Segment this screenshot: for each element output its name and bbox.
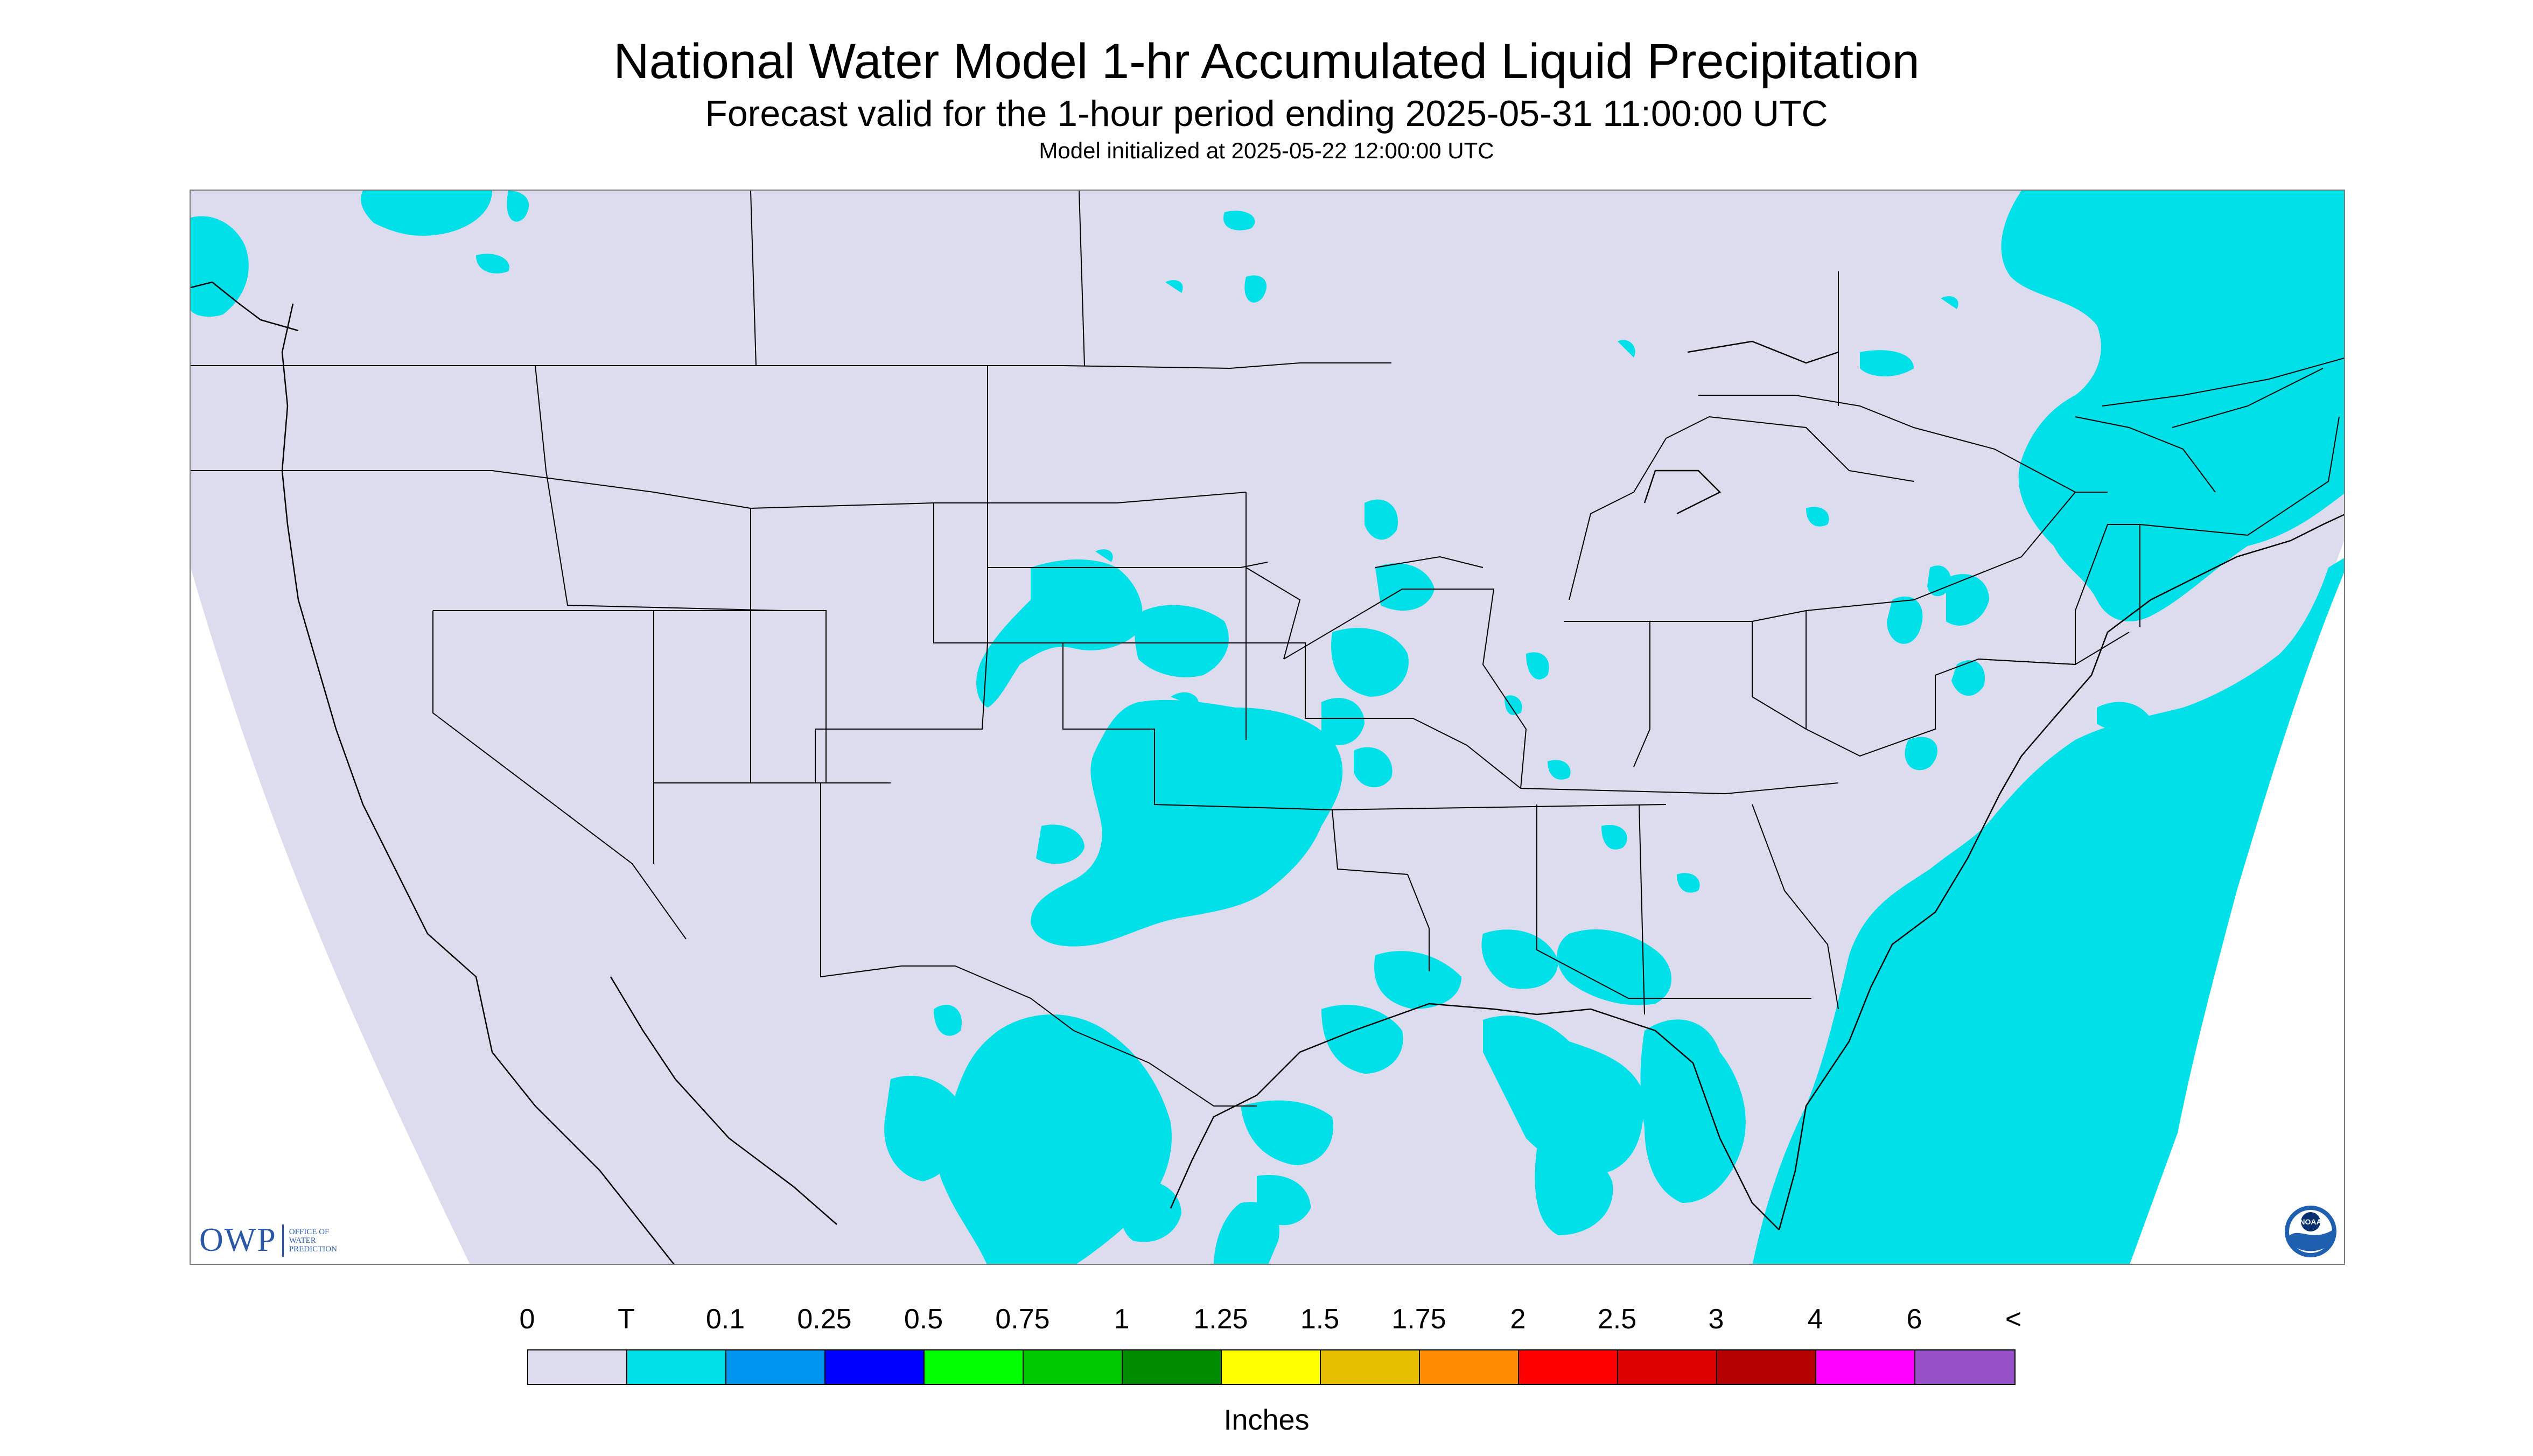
legend-label: 3: [1708, 1304, 1724, 1335]
legend-label: 0.5: [904, 1304, 943, 1335]
state-boundaries: [191, 191, 2344, 1107]
legend-label: 0: [519, 1304, 535, 1335]
legend-label: 0.1: [705, 1304, 745, 1335]
map-subtitle: Forecast valid for the 1-hour period end…: [705, 93, 1828, 134]
trace-precipitation-areas: [191, 191, 2344, 1264]
noaa-logo: NOAA: [2285, 1206, 2336, 1257]
owp-logo: OWP OFFICE OF WATER PREDICTION: [199, 1221, 337, 1259]
map-canvas: [191, 191, 2344, 1264]
legend-swatch: [825, 1350, 925, 1384]
legend-swatch: [1519, 1350, 1618, 1384]
legend-label: 6: [1906, 1304, 1922, 1335]
legend-label: <: [2005, 1304, 2022, 1335]
legend-swatch: [1420, 1350, 1519, 1384]
legend-label: 4: [1807, 1304, 1823, 1335]
legend-swatch: [925, 1350, 1024, 1384]
owp-full-name: OFFICE OF WATER PREDICTION: [289, 1227, 337, 1254]
legend-units: Inches: [1223, 1404, 1310, 1436]
legend-label: 1.75: [1391, 1304, 1446, 1335]
legend-swatch: [726, 1350, 825, 1384]
legend-swatch: [528, 1350, 627, 1384]
legend-label: 0.75: [995, 1304, 1050, 1335]
legend-swatch: [1618, 1350, 1717, 1384]
legend-label: 0.25: [797, 1304, 852, 1335]
legend-swatch: [1222, 1350, 1321, 1384]
legend-labels: 0 T 0.1 0.25 0.5 0.75 1 1.25 1.5 1.75 2 2.5 3 4 6 <: [0, 1303, 2533, 1335]
legend-label: 1.25: [1193, 1304, 1248, 1335]
legend-swatch: [1915, 1350, 2014, 1384]
map-title: National Water Model 1-hr Accumulated Li…: [613, 34, 1920, 89]
noaa-logo-text: NOAA: [2299, 1217, 2321, 1226]
model-init-line: Model initialized at 2025-05-22 12:00:00…: [1039, 138, 1494, 163]
owp-logo-divider: [282, 1224, 284, 1257]
legend-swatch: [1816, 1350, 1915, 1384]
legend-swatch: [1123, 1350, 1222, 1384]
precipitation-map: [190, 190, 2345, 1265]
legend-colorbar: [527, 1349, 2016, 1385]
legend-label: 1: [1114, 1304, 1130, 1335]
coastlines: [191, 281, 2344, 1264]
legend-swatch: [627, 1350, 726, 1384]
legend-label: T: [618, 1304, 635, 1335]
legend-swatch: [1321, 1350, 1420, 1384]
legend-swatch: [1717, 1350, 1816, 1384]
legend-label: 2: [1510, 1304, 1526, 1335]
owp-abbrev: OWP: [199, 1222, 277, 1258]
legend-label: 2.5: [1597, 1304, 1637, 1335]
legend-swatch: [1024, 1350, 1123, 1384]
legend-label: 1.5: [1300, 1304, 1340, 1335]
